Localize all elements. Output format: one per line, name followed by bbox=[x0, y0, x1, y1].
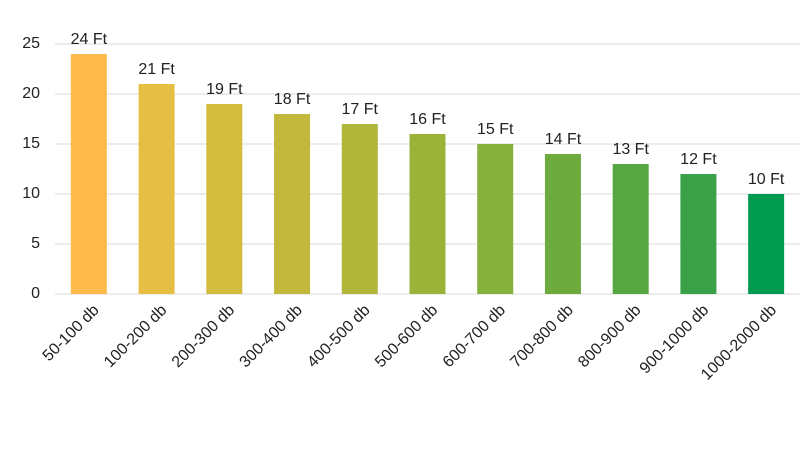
x-tick-label: 500-600 db bbox=[372, 302, 441, 371]
y-tick-label: 20 bbox=[22, 85, 40, 102]
value-label: 15 Ft bbox=[477, 121, 514, 138]
bar bbox=[477, 144, 514, 294]
value-label: 19 Ft bbox=[206, 81, 243, 98]
x-tick-label: 600-700 db bbox=[440, 302, 509, 371]
x-tick-label: 100-200 db bbox=[101, 302, 170, 371]
bar bbox=[544, 154, 581, 294]
x-tick-label: 900-1000 db bbox=[637, 302, 713, 378]
y-tick-label: 25 bbox=[22, 35, 40, 52]
x-tick-label: 50-100 db bbox=[40, 302, 103, 365]
y-tick-label: 15 bbox=[22, 135, 40, 152]
value-label: 14 Ft bbox=[545, 131, 582, 148]
x-tick-label: 200-300 db bbox=[169, 302, 238, 371]
value-label: 24 Ft bbox=[71, 31, 108, 48]
value-label: 17 Ft bbox=[342, 101, 379, 118]
bar bbox=[748, 194, 785, 294]
value-label: 10 Ft bbox=[748, 171, 785, 188]
x-tick-label: 800-900 db bbox=[575, 302, 644, 371]
x-tick-label: 700-800 db bbox=[507, 302, 576, 371]
value-label: 18 Ft bbox=[274, 91, 311, 108]
x-tick-label: 400-500 db bbox=[304, 302, 373, 371]
bar bbox=[206, 104, 243, 294]
value-label: 16 Ft bbox=[409, 111, 446, 128]
y-tick-label: 10 bbox=[22, 185, 40, 202]
bar bbox=[341, 124, 378, 294]
bar bbox=[70, 54, 107, 294]
y-tick-label: 0 bbox=[31, 285, 40, 302]
x-tick-label: 300-400 db bbox=[237, 302, 306, 371]
bar bbox=[274, 114, 311, 294]
value-label: 13 Ft bbox=[612, 141, 649, 158]
value-label: 12 Ft bbox=[680, 151, 717, 168]
value-label: 21 Ft bbox=[138, 61, 175, 78]
bar bbox=[138, 84, 175, 294]
bar bbox=[612, 164, 649, 294]
bar bbox=[409, 134, 446, 294]
y-tick-label: 5 bbox=[31, 235, 40, 252]
bar bbox=[680, 174, 717, 294]
